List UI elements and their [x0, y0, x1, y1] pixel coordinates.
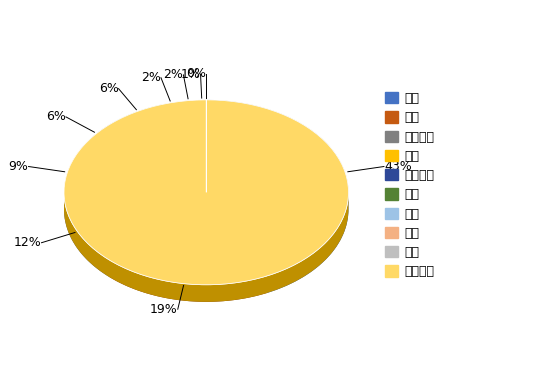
Polygon shape — [116, 104, 206, 192]
Polygon shape — [64, 198, 109, 277]
Text: 6%: 6% — [98, 82, 119, 95]
Polygon shape — [81, 121, 206, 192]
Text: 43%: 43% — [384, 160, 412, 173]
Polygon shape — [109, 192, 267, 285]
Text: 2%: 2% — [141, 71, 161, 84]
Text: 9%: 9% — [9, 160, 29, 173]
Text: 2%: 2% — [163, 68, 184, 81]
Text: 19%: 19% — [150, 303, 178, 316]
Text: 6%: 6% — [46, 110, 66, 123]
Polygon shape — [197, 100, 206, 192]
Polygon shape — [64, 192, 206, 260]
Polygon shape — [206, 100, 349, 276]
Polygon shape — [180, 100, 206, 192]
Polygon shape — [64, 148, 206, 198]
Text: 1%: 1% — [180, 68, 201, 81]
Legend: 质量, 其他, 售后服务, 合同, 虚假宣传, 价格, 安全, 假冒, 计量, 人格尊严: 质量, 其他, 售后服务, 合同, 虚假宣传, 价格, 安全, 假冒, 计量, … — [380, 87, 439, 284]
Polygon shape — [109, 260, 267, 302]
Text: 12%: 12% — [14, 236, 41, 249]
Polygon shape — [64, 100, 349, 285]
Polygon shape — [162, 102, 206, 192]
Text: 0%: 0% — [186, 68, 206, 81]
Polygon shape — [64, 194, 349, 302]
Polygon shape — [267, 192, 349, 293]
